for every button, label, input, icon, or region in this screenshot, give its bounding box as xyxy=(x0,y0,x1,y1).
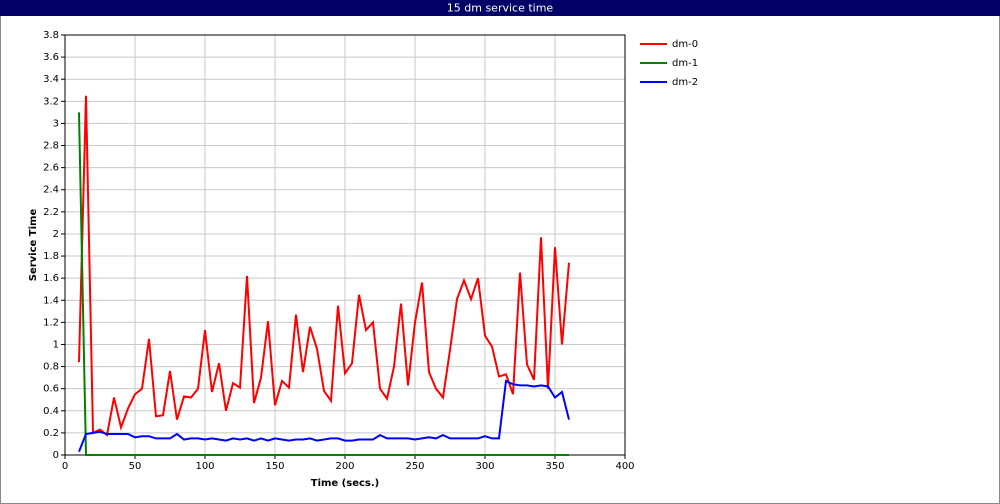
x-tick-label: 250 xyxy=(405,461,424,472)
y-tick-label: 1.2 xyxy=(43,317,59,328)
y-tick-label: 3.4 xyxy=(43,74,59,85)
x-axis-label: Time (secs.) xyxy=(311,478,380,489)
x-tick-label: 350 xyxy=(545,461,564,472)
x-tick-label: 0 xyxy=(62,461,68,472)
y-tick-label: 0.2 xyxy=(43,428,59,439)
y-tick-label: 3 xyxy=(53,118,59,129)
y-tick-label: 2 xyxy=(53,229,59,240)
y-tick-label: 2.6 xyxy=(43,163,59,174)
y-tick-label: 0.4 xyxy=(43,406,59,417)
y-tick-label: 3.2 xyxy=(43,96,59,107)
y-tick-label: 1.8 xyxy=(43,251,59,262)
title-bar xyxy=(0,0,1000,16)
series-line xyxy=(78,95,570,437)
y-tick-label: 2.4 xyxy=(43,185,59,196)
series-line xyxy=(78,379,570,453)
y-tick-label: 3.8 xyxy=(43,30,59,41)
y-tick-label: 0.8 xyxy=(43,362,59,373)
legend-label: dm-1 xyxy=(672,58,698,69)
x-tick-label: 300 xyxy=(475,461,494,472)
y-tick-label: 1 xyxy=(53,339,59,350)
x-tick-label: 100 xyxy=(195,461,214,472)
x-tick-label: 150 xyxy=(265,461,284,472)
series-line xyxy=(78,112,569,456)
x-tick-label: 200 xyxy=(335,461,354,472)
y-axis-label: Service Time xyxy=(28,209,39,282)
x-tick-label: 400 xyxy=(615,461,634,472)
y-tick-label: 0 xyxy=(53,450,59,461)
y-tick-label: 3.6 xyxy=(43,52,59,63)
chart-title: 15 dm service time xyxy=(447,2,554,15)
y-tick-label: 1.6 xyxy=(43,273,59,284)
x-tick-label: 50 xyxy=(129,461,142,472)
legend-label: dm-2 xyxy=(672,77,698,88)
legend-label: dm-0 xyxy=(672,39,698,50)
y-tick-label: 1.4 xyxy=(43,295,59,306)
y-tick-label: 0.6 xyxy=(43,384,59,395)
y-tick-label: 2.8 xyxy=(43,141,59,152)
y-tick-label: 2.2 xyxy=(43,207,59,218)
